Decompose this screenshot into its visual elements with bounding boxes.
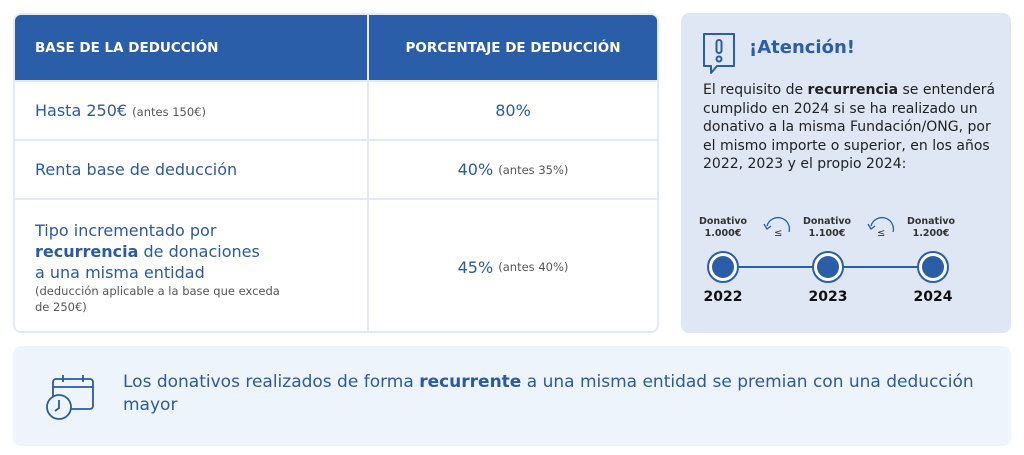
base-value: Hasta 250€ bbox=[35, 101, 128, 120]
pct-value: 40% bbox=[457, 160, 494, 179]
donation-2023: Donativo 1.100€ bbox=[802, 216, 852, 239]
attention-panel: ¡Atención! El requisito de recurrencia s… bbox=[681, 13, 1011, 333]
timeline-dot bbox=[707, 251, 739, 283]
table-row: Tipo incrementado por recurrencia de don… bbox=[15, 198, 657, 331]
banner-text: Los donativos realizados de forma recurr… bbox=[123, 372, 974, 415]
arrow-back-icon bbox=[763, 217, 791, 233]
year-2024: 2024 bbox=[913, 289, 953, 305]
leq-sign: ≤ bbox=[774, 228, 783, 239]
year-2023: 2023 bbox=[808, 289, 848, 305]
base-value: Renta base de deducción bbox=[35, 160, 238, 179]
base-note: (antes 150€) bbox=[132, 105, 206, 119]
table-header: BASE DE LA DEDUCCIÓN PORCENTAJE DE DEDUC… bbox=[15, 15, 657, 80]
table-row: Hasta 250€ (antes 150€) 80% bbox=[15, 80, 657, 139]
pct-note: (antes 35%) bbox=[498, 162, 569, 177]
timeline-dot bbox=[812, 251, 844, 283]
table-row: Renta base de deducción 40% (antes 35%) bbox=[15, 139, 657, 198]
attention-text: El requisito de recurrencia se entenderá… bbox=[703, 82, 996, 172]
pct-value: 80% bbox=[495, 101, 531, 120]
pct-note: (antes 40%) bbox=[498, 260, 569, 274]
pct-value: 45% bbox=[457, 257, 494, 277]
timeline bbox=[707, 251, 949, 283]
timeline-dot bbox=[917, 251, 949, 283]
info-banner: Los donativos realizados de forma recurr… bbox=[13, 346, 1011, 446]
alert-speech-icon bbox=[703, 33, 735, 74]
leq-sign: ≤ bbox=[877, 228, 886, 239]
attention-title: ¡Atención! bbox=[749, 37, 855, 58]
year-2022: 2022 bbox=[703, 289, 743, 305]
donation-2024: Donativo 1.200€ bbox=[906, 216, 956, 239]
header-percentage: PORCENTAJE DE DEDUCCIÓN bbox=[405, 39, 621, 56]
deduction-table: BASE DE LA DEDUCCIÓN PORCENTAJE DE DEDUC… bbox=[13, 13, 659, 333]
base-note: (deducción aplicable a la base que exced… bbox=[35, 283, 280, 314]
base-line: Tipo incrementado por bbox=[35, 220, 217, 240]
arrow-back-icon bbox=[867, 217, 895, 233]
calendar-clock-icon bbox=[46, 375, 94, 420]
header-base: BASE DE LA DEDUCCIÓN bbox=[15, 15, 369, 80]
base-bold: recurrencia bbox=[35, 241, 139, 261]
donation-2022: Donativo 1.000€ bbox=[698, 216, 748, 239]
